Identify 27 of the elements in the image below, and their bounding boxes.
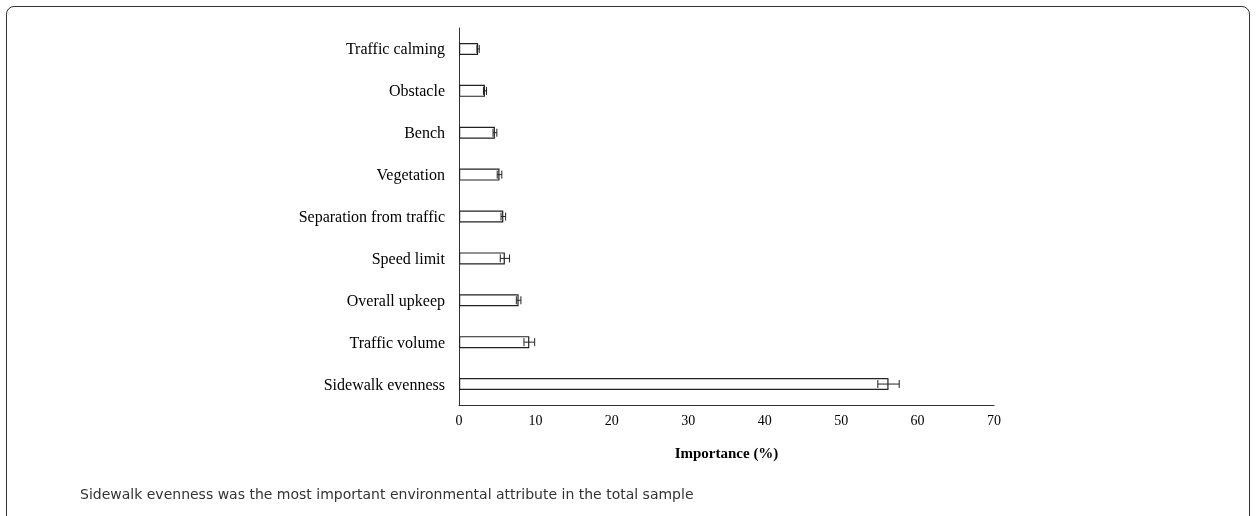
text: Sidewalk evenness was the most important environmental attribute in the total sample — [80, 486, 694, 502]
bar — [459, 42, 479, 55]
bar — [459, 252, 505, 265]
y-tick-label: Traffic volume — [349, 333, 445, 351]
y-tick-label: Vegetation — [376, 166, 445, 185]
x-tick-label: 0 — [455, 412, 463, 428]
bar — [459, 336, 530, 349]
x-tick-label: 30 — [681, 412, 696, 428]
x-axis-title: Importance (%) — [674, 444, 779, 462]
bar — [459, 168, 500, 181]
bar — [459, 210, 504, 223]
y-tick-label: Overall upkeep — [346, 291, 445, 310]
x-tick-label: 20 — [604, 412, 619, 428]
x-tick-label: 70 — [987, 412, 1001, 428]
x-tick-label: 40 — [757, 412, 772, 428]
y-tick-label: Speed limit — [371, 249, 446, 268]
bar — [459, 84, 485, 97]
x-tick-label: 60 — [910, 412, 925, 428]
y-tick-label: Separation from traffic — [298, 208, 445, 226]
y-tick-label: Sidewalk evenness — [323, 375, 445, 393]
x-tick-label: 50 — [834, 412, 849, 428]
bar — [459, 126, 495, 139]
y-tick-label: Obstacle — [389, 82, 445, 100]
y-tick-label: Bench — [404, 124, 445, 142]
bar — [459, 294, 519, 307]
y-tick-label: Traffic calming — [345, 40, 445, 59]
x-tick-label: 10 — [528, 412, 543, 428]
